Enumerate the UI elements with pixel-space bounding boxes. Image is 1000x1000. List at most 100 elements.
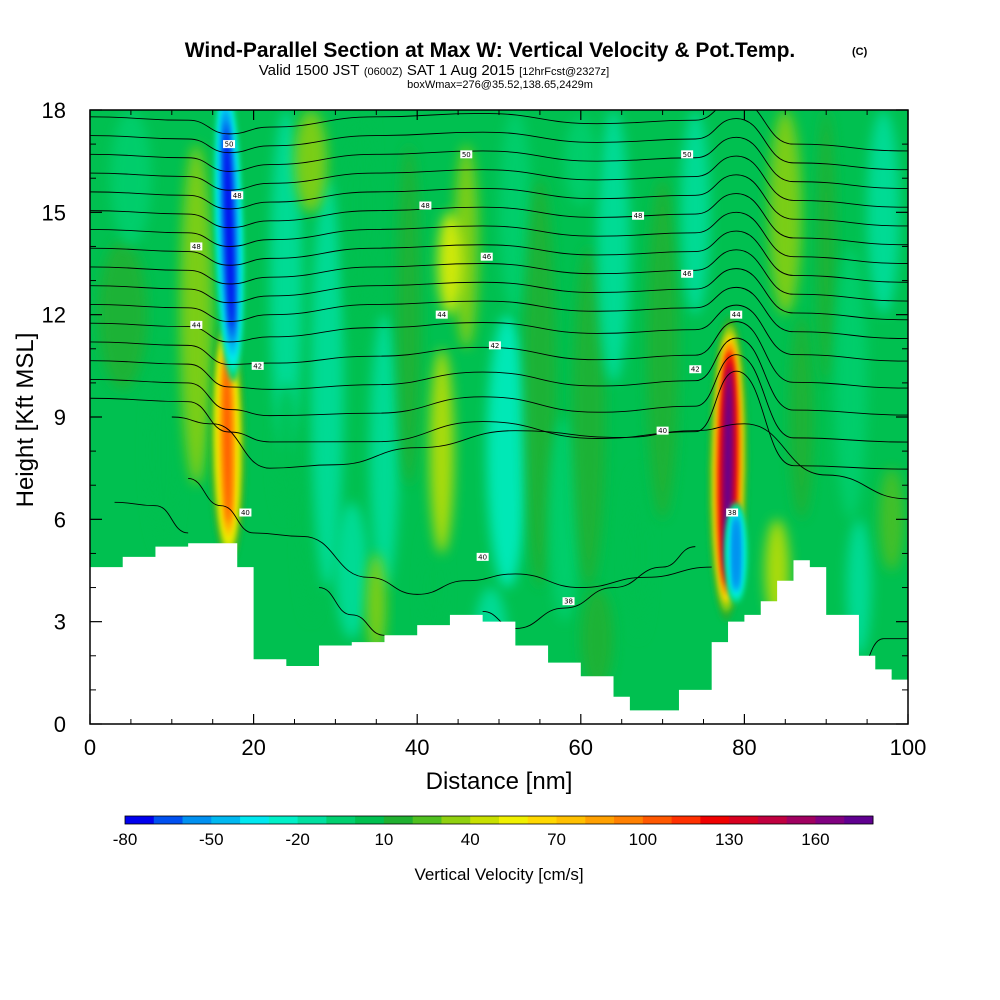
contour-label-bg bbox=[190, 242, 203, 251]
velocity-patch bbox=[580, 587, 614, 690]
theta-contour-line bbox=[90, 337, 908, 416]
contour-label-text: 46 bbox=[482, 253, 491, 261]
colorbar-swatch bbox=[815, 816, 845, 824]
forecast-info: [12hrFcst@2327z] bbox=[519, 66, 609, 78]
theta-contours bbox=[90, 110, 908, 687]
contour-label-bg bbox=[251, 361, 264, 370]
colorbar-swatch bbox=[441, 816, 471, 824]
colorbar-swatch bbox=[297, 816, 327, 824]
contour-label-text: 44 bbox=[192, 321, 201, 329]
x-tick-label: 0 bbox=[84, 735, 96, 760]
contour-label-bg bbox=[460, 150, 473, 159]
velocity-patch bbox=[147, 348, 180, 554]
contour-label-text: 38 bbox=[728, 509, 737, 517]
theta-contour-label: 48 bbox=[190, 242, 203, 251]
contour-label-bg bbox=[726, 508, 739, 517]
colorbar-tick-label: -20 bbox=[285, 830, 310, 849]
colorbar-swatch bbox=[700, 816, 730, 824]
updraft-core bbox=[223, 358, 232, 523]
theta-contour-line bbox=[171, 416, 908, 500]
y-tick-label: 9 bbox=[54, 405, 66, 430]
contour-label-text: 48 bbox=[634, 212, 643, 220]
contour-label-text: 46 bbox=[683, 270, 692, 278]
valid-date: SAT 1 Aug 2015 bbox=[407, 62, 515, 79]
contour-label-text: 50 bbox=[225, 141, 234, 149]
contour-label-text: 40 bbox=[658, 427, 667, 435]
contour-label-bg bbox=[656, 426, 669, 435]
colorbar-swatch bbox=[153, 816, 184, 824]
colorbar-swatch bbox=[268, 816, 299, 824]
theta-contour-line bbox=[90, 110, 908, 152]
colorbar-swatch bbox=[383, 816, 414, 824]
theta-contour-label: 38 bbox=[562, 597, 575, 606]
velocity-patch bbox=[274, 382, 299, 520]
plot-area: 50 50 50 48 48 48 48 46 46 44 44 44 42 42 42 40 40 38 40 38 bbox=[90, 110, 908, 724]
colorbar: -80 -50 -20 10 40 70 100 130 160 bbox=[113, 815, 874, 849]
colorbar-tick-label: 40 bbox=[461, 830, 480, 849]
colorbar-swatch bbox=[326, 816, 356, 824]
x-axis-label: Distance [nm] bbox=[426, 768, 573, 795]
contour-label-bg bbox=[476, 552, 489, 561]
downdraft-core bbox=[733, 520, 739, 587]
terrain-mask bbox=[90, 543, 908, 724]
theta-contour-line bbox=[90, 249, 908, 302]
theta-contour-label: 50 bbox=[460, 150, 473, 159]
colorbar-swatch bbox=[125, 816, 155, 824]
velocity-patch bbox=[369, 314, 400, 588]
contour-label-text: 50 bbox=[683, 151, 692, 159]
colorbar-swatch bbox=[527, 816, 558, 824]
velocity-patch bbox=[789, 314, 814, 520]
contour-label-text: 40 bbox=[241, 509, 250, 517]
copyright-mark: (C) bbox=[852, 46, 868, 58]
theta-contour-labels: 50 50 50 48 48 48 48 46 46 44 44 44 42 42 42 40 40 38 40 38 bbox=[190, 140, 743, 606]
theta-contour-label: 38 bbox=[726, 508, 739, 517]
velocity-patch bbox=[680, 110, 711, 315]
y-tick-label: 6 bbox=[54, 507, 66, 532]
theta-contour-label: 48 bbox=[231, 191, 244, 200]
colorbar-tick-label: 160 bbox=[801, 830, 829, 849]
velocity-patch bbox=[834, 246, 868, 520]
theta-contour-label: 50 bbox=[223, 140, 236, 149]
contour-label-text: 42 bbox=[691, 366, 700, 374]
theta-contour-label: 46 bbox=[681, 269, 694, 278]
velocity-patch bbox=[269, 110, 303, 452]
contour-label-bg bbox=[488, 341, 501, 350]
colorbar-tick-label: 70 bbox=[547, 830, 566, 849]
valid-zulu: (0600Z) bbox=[364, 66, 403, 78]
velocity-patch bbox=[879, 468, 904, 571]
colorbar-swatch bbox=[355, 816, 385, 824]
colorbar-tick-label: -80 bbox=[113, 830, 138, 849]
velocity-patch bbox=[98, 239, 148, 390]
velocity-patch bbox=[625, 468, 651, 639]
colorbar-swatch bbox=[556, 816, 586, 824]
contour-label-bg bbox=[562, 597, 575, 606]
contour-label-bg bbox=[681, 269, 694, 278]
valid-prefix: Valid 1500 JST bbox=[259, 62, 360, 79]
y-tick-label: 15 bbox=[42, 200, 66, 225]
colorbar-swatch bbox=[614, 816, 644, 824]
contour-label-bg bbox=[689, 365, 702, 374]
downdraft-core bbox=[224, 129, 234, 330]
theta-contour-line bbox=[90, 230, 908, 283]
theta-contour-line bbox=[90, 268, 908, 321]
theta-contour-line bbox=[90, 211, 908, 264]
theta-contour-label: 46 bbox=[480, 252, 493, 261]
velocity-patch bbox=[548, 417, 581, 622]
colorbar-swatch bbox=[499, 816, 529, 824]
velocity-patch bbox=[429, 348, 455, 554]
theta-contour-line bbox=[90, 354, 908, 443]
theta-contour-line bbox=[318, 587, 385, 636]
y-tick-label: 18 bbox=[42, 98, 66, 123]
theta-contour-label: 48 bbox=[419, 201, 432, 210]
colorbar-tick-label: 130 bbox=[715, 830, 743, 849]
velocity-patch bbox=[572, 246, 606, 588]
contour-label-text: 48 bbox=[421, 202, 430, 210]
box-info: boxWmax=276@35.52,138.65,2429m bbox=[407, 79, 593, 91]
velocity-patch bbox=[816, 110, 837, 383]
theta-contour-line bbox=[90, 136, 908, 189]
theta-contour-line bbox=[90, 118, 908, 171]
x-tick-label: 80 bbox=[732, 735, 756, 760]
colorbar-swatch bbox=[757, 816, 788, 824]
contour-label-text: 44 bbox=[437, 311, 446, 319]
